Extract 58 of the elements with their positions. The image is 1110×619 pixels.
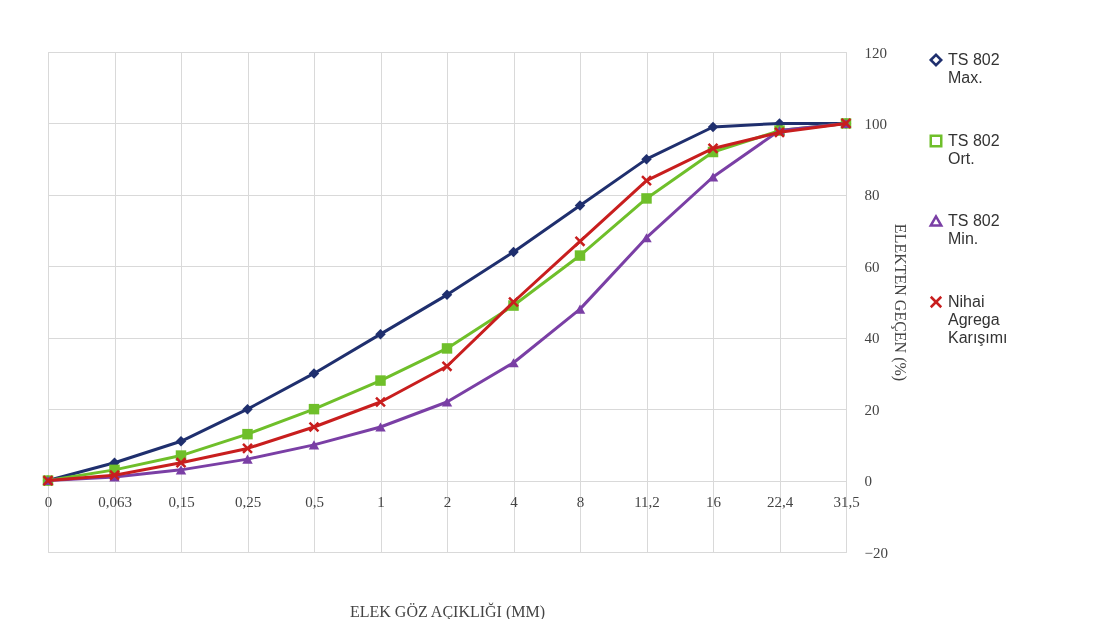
point	[641, 153, 652, 165]
point	[707, 121, 719, 133]
y-tick-label: 40	[864, 330, 880, 347]
point	[241, 442, 254, 455]
x-tick-label: 0,25	[234, 494, 262, 511]
legend-label: TS 802 Min.	[948, 212, 1000, 247]
legend-label: TS 802 Max.	[948, 51, 1000, 86]
point	[640, 174, 653, 187]
point	[507, 296, 520, 308]
x-tick-label: 1	[377, 494, 385, 511]
point	[175, 465, 187, 475]
x-tick-label: 0	[44, 494, 53, 511]
point	[707, 172, 719, 182]
point	[175, 436, 187, 447]
point	[574, 235, 586, 248]
point	[175, 456, 187, 469]
point	[508, 358, 519, 368]
x-tick-label: 0,15	[168, 494, 195, 511]
x-tick-label: 31,5	[833, 494, 860, 511]
point	[242, 403, 253, 415]
legend-label: TS 802 Ort.	[948, 132, 1000, 167]
x-tick-label: 0,063	[98, 494, 132, 511]
point	[308, 368, 320, 379]
y-tick-label: 100	[864, 115, 887, 132]
x-tick-label: 2	[443, 494, 452, 511]
point	[242, 454, 253, 464]
point	[375, 422, 386, 432]
x-tick-label: 8	[576, 494, 585, 511]
legend-label: Nihai Agrega Karışımı	[948, 293, 1008, 346]
point	[441, 360, 453, 373]
point	[374, 396, 387, 408]
point	[508, 246, 519, 258]
x-tick-label: 0,5	[305, 494, 324, 511]
x-tick-label: 22,4	[766, 494, 794, 511]
x-tick-label: 11,2	[634, 494, 660, 511]
point	[375, 375, 386, 386]
point	[441, 343, 453, 354]
point	[441, 289, 453, 301]
point	[707, 142, 719, 155]
y-tick-label: 60	[864, 258, 880, 275]
point	[641, 193, 652, 204]
y-tick-label: 20	[864, 401, 880, 418]
y-tick-label: 80	[864, 187, 880, 204]
x-tick-label: 16	[706, 494, 722, 511]
point	[308, 440, 320, 450]
y-tick-label: 0	[864, 473, 872, 490]
x-tick-label: 4	[510, 494, 519, 511]
y-tick-label: 120	[864, 44, 887, 61]
point	[574, 250, 586, 261]
point	[574, 200, 586, 211]
point	[308, 421, 320, 433]
y-axis-title: ELEKTEN GEÇEN (%)	[890, 223, 909, 382]
point	[308, 403, 320, 415]
point	[641, 233, 652, 243]
point	[375, 328, 386, 340]
y-tick-label: −20	[864, 544, 888, 561]
point	[242, 428, 253, 440]
point	[441, 397, 453, 407]
